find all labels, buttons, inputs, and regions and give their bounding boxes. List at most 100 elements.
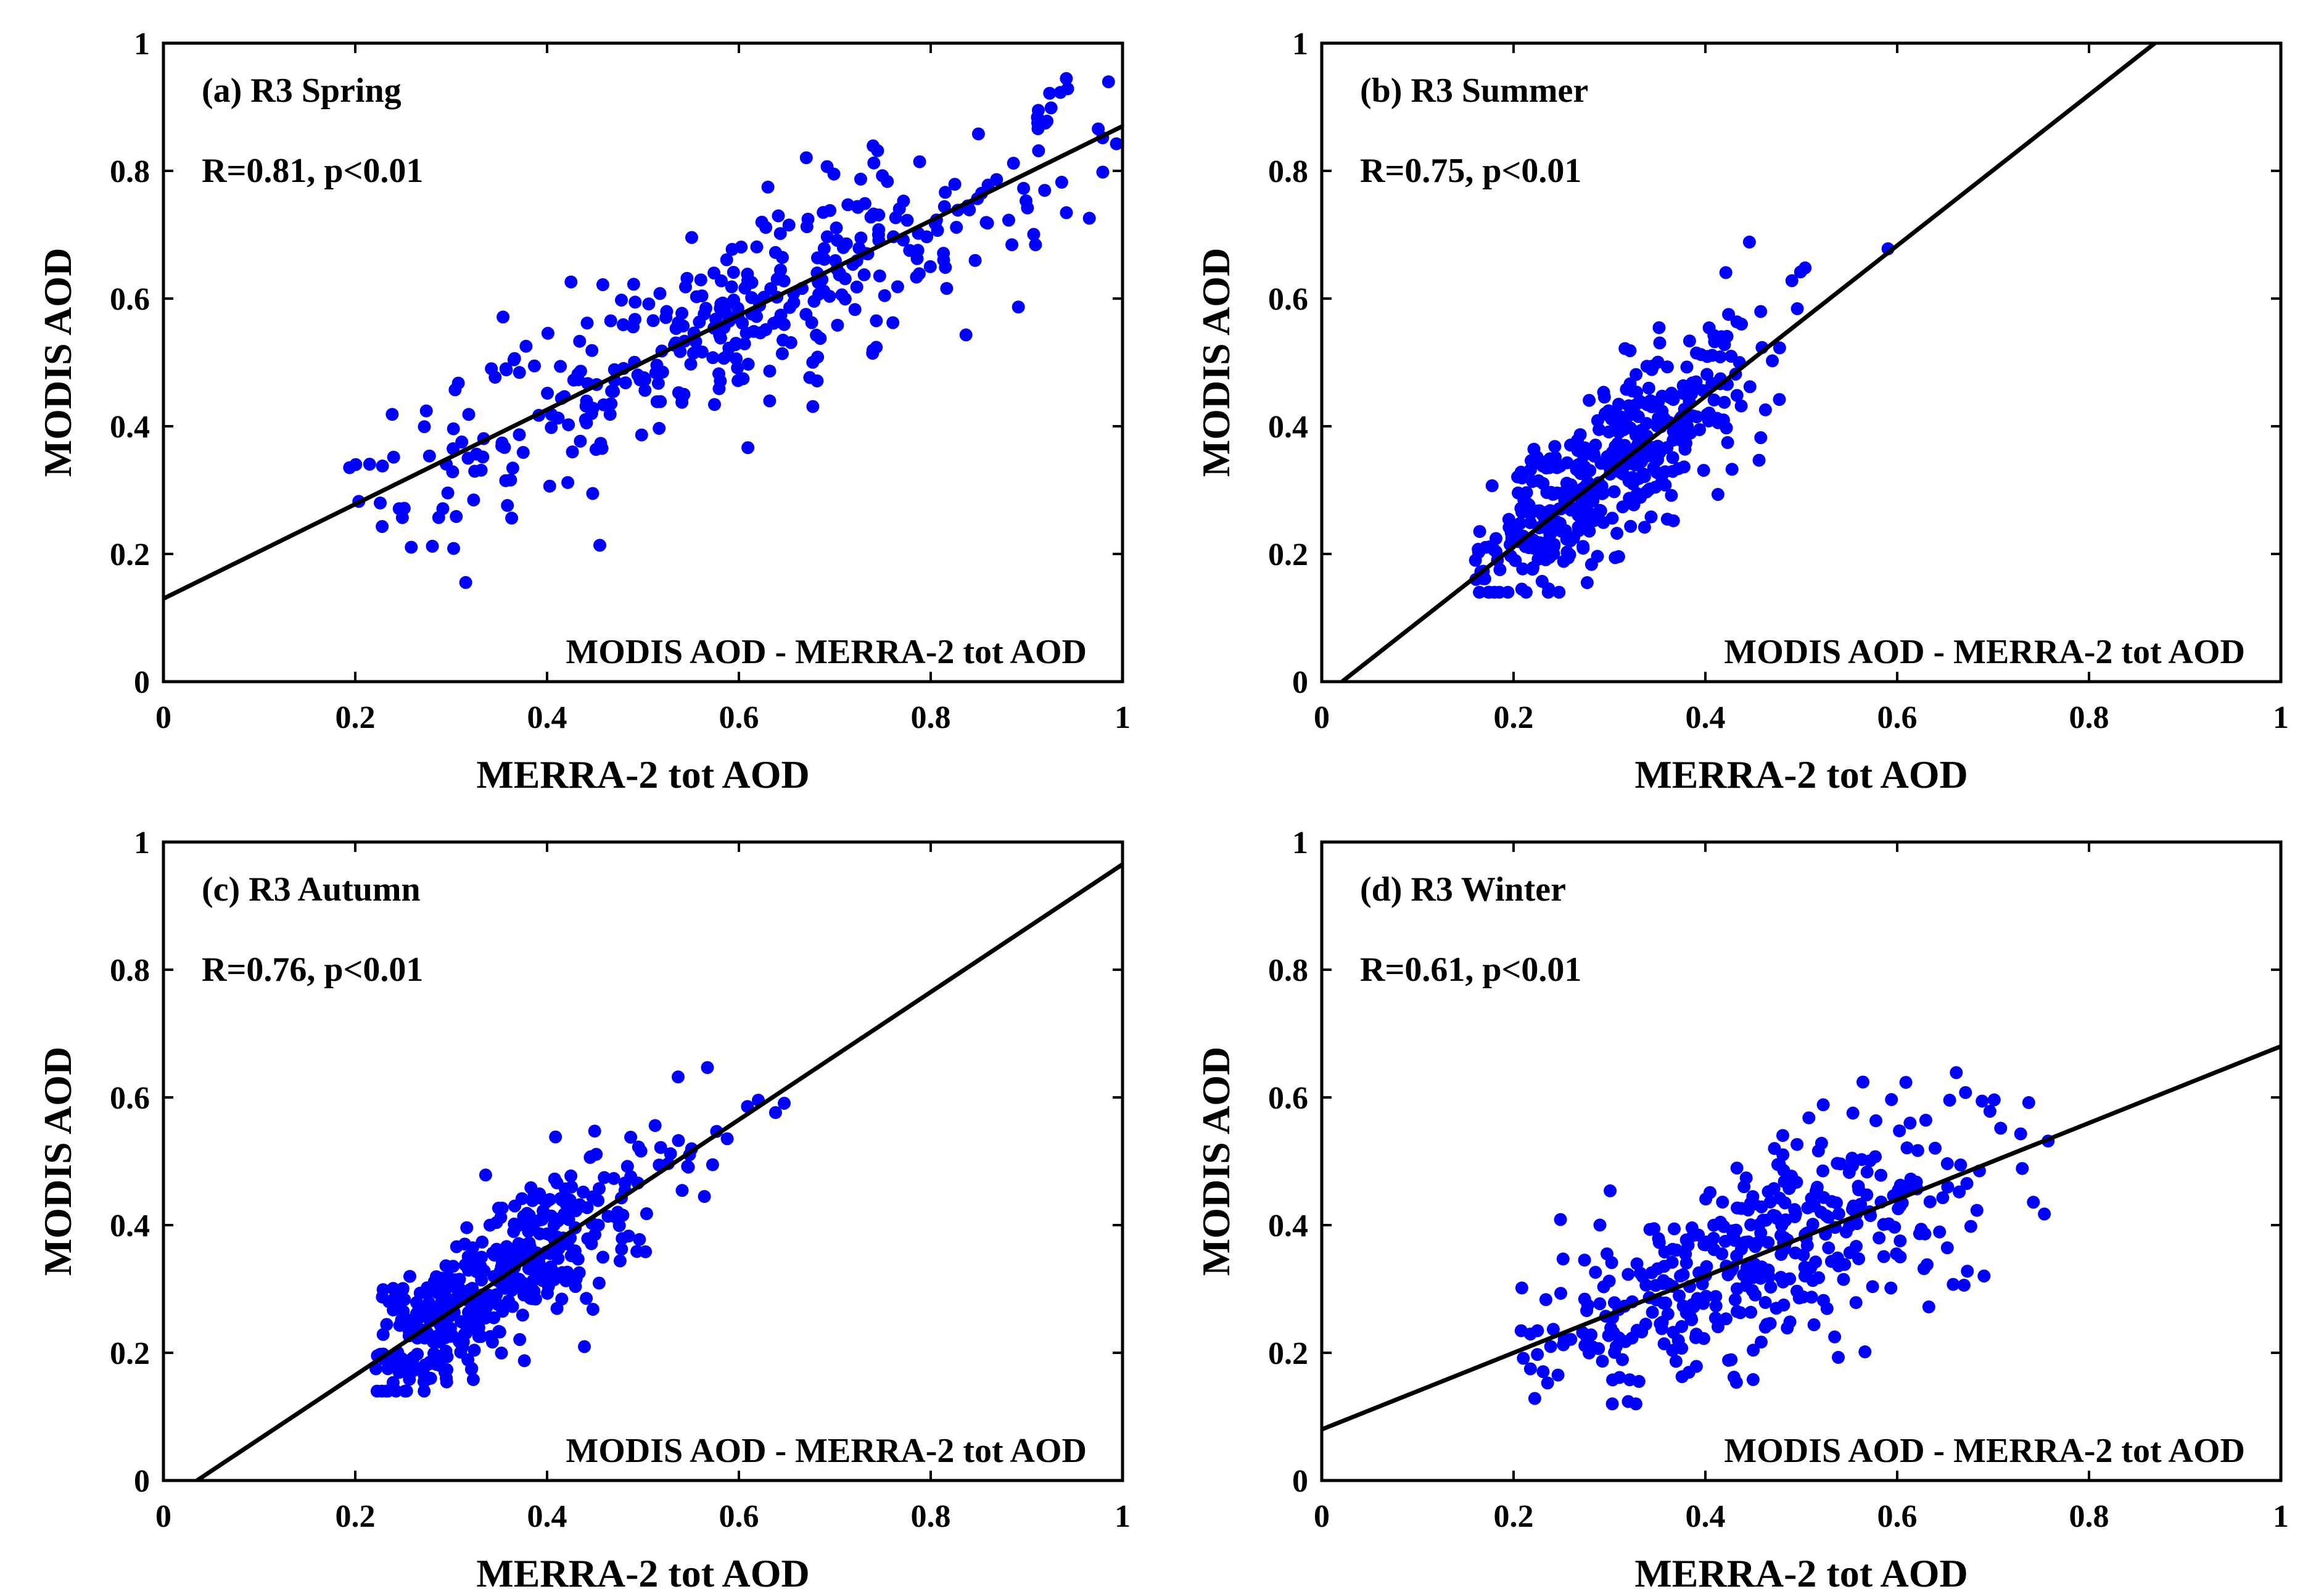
data-point xyxy=(736,316,749,330)
data-point xyxy=(1869,1114,1882,1128)
data-point xyxy=(900,213,914,227)
data-point xyxy=(730,352,743,366)
data-point xyxy=(698,1190,711,1204)
data-point xyxy=(424,1371,437,1385)
panel-title: (d) R3 Winter xyxy=(1360,870,1566,909)
data-point xyxy=(1730,389,1744,402)
data-point xyxy=(501,498,514,512)
data-point xyxy=(1933,1225,1947,1239)
data-point xyxy=(499,362,513,376)
data-point xyxy=(603,408,617,421)
data-point xyxy=(959,328,973,342)
data-point xyxy=(1594,504,1607,518)
data-point xyxy=(507,353,521,366)
regression-line xyxy=(196,862,1124,1482)
data-point xyxy=(512,1237,525,1250)
data-point xyxy=(1850,1239,1863,1253)
data-point xyxy=(714,331,727,345)
data-point xyxy=(820,230,834,244)
data-point xyxy=(672,1070,685,1084)
data-point xyxy=(591,1194,605,1207)
data-point xyxy=(1746,1373,1760,1386)
data-point xyxy=(1774,1229,1787,1242)
data-point xyxy=(1666,465,1679,478)
data-point xyxy=(462,408,476,421)
data-point xyxy=(1856,1075,1869,1089)
data-point xyxy=(1660,513,1674,526)
data-point xyxy=(1541,585,1555,599)
data-point xyxy=(695,345,709,359)
data-point xyxy=(1032,144,1045,157)
data-point xyxy=(497,310,510,324)
data-point xyxy=(1092,122,1105,136)
data-point xyxy=(440,1363,454,1376)
data-point xyxy=(1560,456,1574,469)
data-point xyxy=(1020,194,1032,208)
data-point xyxy=(604,314,617,328)
data-point xyxy=(851,200,864,213)
data-point xyxy=(783,300,796,314)
y-axis-label: MODIS AOD xyxy=(1194,1047,1238,1276)
data-point xyxy=(1596,1355,1609,1368)
data-point xyxy=(1623,421,1637,435)
y-tick-label: 0 xyxy=(134,1464,150,1499)
x-tick-label: 0.6 xyxy=(719,700,759,735)
data-point xyxy=(1763,1196,1777,1208)
data-point xyxy=(741,274,754,287)
data-point xyxy=(867,139,880,152)
data-point xyxy=(1737,1180,1751,1194)
data-point xyxy=(1690,410,1704,424)
data-point xyxy=(1602,425,1615,439)
y-tick-label: 1 xyxy=(1292,825,1308,861)
data-point xyxy=(2038,1207,2051,1221)
data-point xyxy=(1564,1332,1578,1346)
scatter-points xyxy=(343,72,1123,589)
data-point xyxy=(1646,1305,1659,1319)
data-point xyxy=(393,1319,406,1332)
data-point xyxy=(519,339,533,353)
data-point xyxy=(1660,360,1674,374)
data-point xyxy=(1576,516,1590,530)
data-point xyxy=(1640,450,1654,463)
data-point xyxy=(1516,562,1530,576)
data-point xyxy=(1802,1111,1816,1125)
data-point xyxy=(594,437,608,450)
data-point xyxy=(1788,1203,1802,1216)
data-point xyxy=(508,1199,522,1213)
data-point xyxy=(651,376,665,390)
data-point xyxy=(1766,354,1779,368)
data-point xyxy=(770,273,784,286)
data-point xyxy=(979,216,993,229)
data-point xyxy=(1673,1289,1686,1303)
data-point xyxy=(903,244,917,257)
data-point xyxy=(450,510,463,523)
data-point xyxy=(1923,1195,1937,1208)
data-point xyxy=(1096,165,1110,179)
data-point xyxy=(773,227,787,241)
data-point xyxy=(465,1362,479,1375)
y-tick-label: 0.6 xyxy=(1268,282,1308,317)
data-point xyxy=(799,151,813,165)
data-point xyxy=(750,310,764,323)
data-point xyxy=(1613,1371,1626,1384)
data-point xyxy=(1798,1269,1811,1282)
data-point xyxy=(596,1250,609,1264)
data-point xyxy=(653,287,667,300)
data-point xyxy=(854,231,868,245)
data-point xyxy=(380,1318,394,1331)
data-point xyxy=(447,542,460,555)
data-point xyxy=(479,1168,492,1182)
data-point xyxy=(513,1333,527,1346)
data-point xyxy=(1846,1159,1859,1173)
data-point xyxy=(370,1384,384,1398)
data-point xyxy=(763,365,777,378)
data-point xyxy=(1515,1281,1528,1295)
data-point xyxy=(745,291,759,304)
data-point xyxy=(459,576,472,589)
x-axis-label: MERRA-2 tot AOD xyxy=(1634,753,1968,796)
data-point xyxy=(425,1331,439,1345)
data-point xyxy=(485,1336,499,1349)
data-point xyxy=(438,1322,451,1335)
data-point xyxy=(1715,1247,1729,1261)
